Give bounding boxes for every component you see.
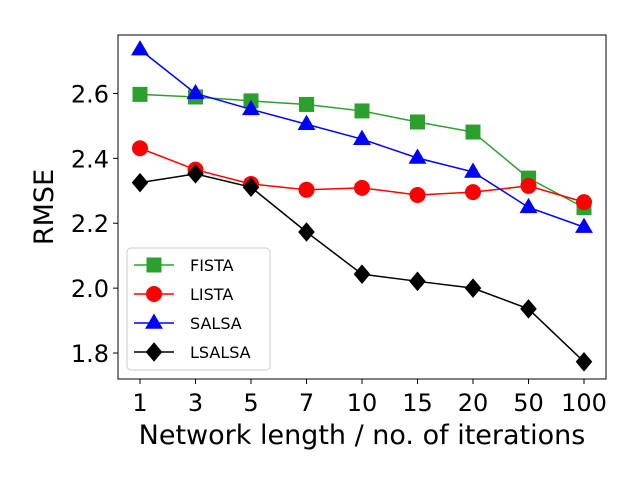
x-tick-label: 7	[299, 389, 314, 417]
lista-point	[465, 184, 481, 201]
salsa-point	[131, 40, 149, 56]
lsalsa-point	[298, 222, 315, 242]
legend-marker-salsa	[145, 313, 163, 329]
legend-label-fista: FISTA	[190, 256, 234, 275]
series-salsa	[131, 40, 593, 233]
salsa-point	[297, 114, 316, 131]
series-fista	[132, 86, 592, 216]
y-tick-label: 2.0	[71, 275, 109, 303]
series-layer	[131, 40, 593, 372]
x-tick-label: 10	[347, 389, 378, 417]
salsa-point	[186, 83, 205, 100]
legend-label-salsa: SALSA	[190, 314, 242, 333]
salsa-point	[353, 129, 371, 145]
series-lsalsa	[131, 164, 593, 372]
legend-marker-fista	[146, 257, 162, 273]
lsalsa-point	[131, 172, 149, 193]
legend-entry-fista: FISTA	[134, 256, 234, 275]
x-axis-title: Network length / no. of iterations	[139, 420, 586, 451]
lista-point	[132, 140, 148, 157]
salsa-point	[408, 148, 427, 164]
fista-point	[354, 103, 370, 119]
x-tick-label: 5	[243, 389, 258, 417]
lsalsa-point	[520, 299, 537, 319]
y-tick-label: 1.8	[71, 340, 109, 368]
y-axis-title: RMSE	[29, 169, 60, 245]
y-tick-label: 2.2	[71, 210, 109, 238]
fista-point	[299, 96, 314, 112]
legend-label-lsalsa: LSALSA	[190, 343, 251, 362]
fista-point	[132, 86, 148, 102]
fista-point	[465, 124, 481, 140]
fista-point	[410, 114, 425, 130]
salsa-point	[464, 162, 482, 178]
lsalsa-point	[187, 164, 204, 184]
legend-marker-lsalsa	[145, 342, 163, 362]
lsalsa-point	[242, 177, 260, 197]
salsa-point	[575, 217, 593, 233]
lsalsa-point	[409, 271, 426, 292]
legend-entry-salsa: SALSA	[134, 313, 242, 333]
lsalsa-point	[353, 264, 371, 284]
legend-entry-lsalsa: LSALSA	[134, 342, 251, 362]
salsa-point	[242, 99, 260, 116]
lista-point	[354, 179, 370, 196]
lista-point	[576, 194, 592, 211]
x-tick-label: 3	[188, 389, 203, 417]
salsa-point	[519, 197, 538, 214]
lsalsa-point	[464, 278, 482, 298]
legend-label-lista: LISTA	[190, 285, 233, 304]
x-tick-label: 20	[458, 389, 489, 417]
legend: FISTA LISTA SALSA LSALSA	[126, 247, 271, 371]
x-tick-label: 15	[402, 389, 433, 417]
lsalsa-point	[575, 352, 593, 372]
x-axis: 1 3 5 7 10 15 20 50 100	[132, 379, 607, 417]
y-tick-label: 2.6	[71, 80, 109, 108]
lista-point	[298, 181, 315, 198]
x-tick-label: 50	[513, 389, 544, 417]
lista-point	[409, 186, 426, 203]
legend-entry-lista: LISTA	[134, 285, 233, 304]
y-axis: 1.8 2.0 2.2 2.4 2.6	[71, 80, 118, 368]
legend-box	[126, 247, 271, 371]
legend-marker-lista	[146, 286, 162, 302]
x-tick-label: 1	[132, 389, 147, 417]
x-tick-label: 100	[561, 389, 607, 417]
y-tick-label: 2.4	[71, 145, 109, 173]
lista-point	[520, 177, 537, 194]
